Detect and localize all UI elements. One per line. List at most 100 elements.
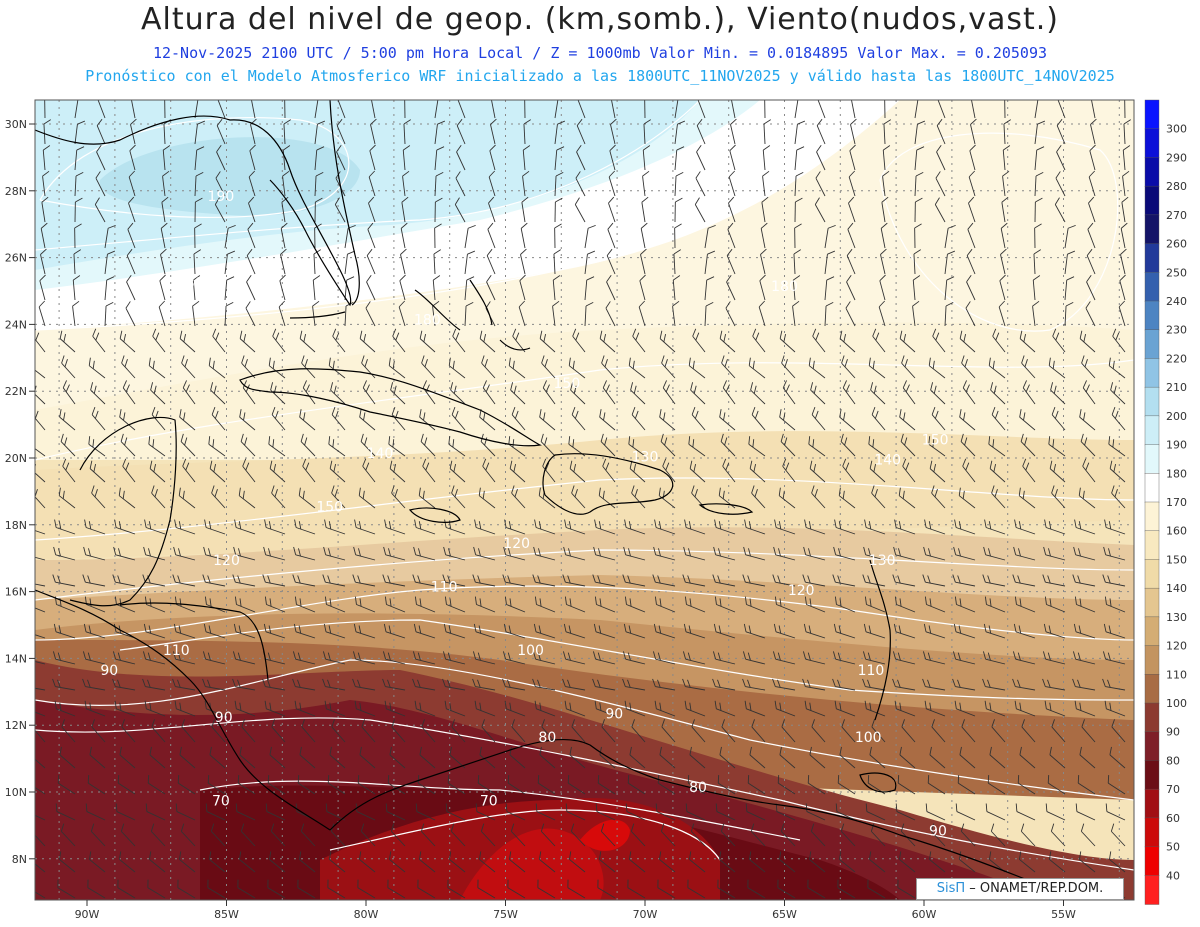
wind-barb xyxy=(368,196,376,223)
wind-barb xyxy=(59,746,76,769)
wind-barb xyxy=(850,118,857,145)
wind-barb xyxy=(952,678,976,691)
wind-barb xyxy=(1049,460,1066,483)
wind-barb xyxy=(35,365,46,379)
wind-barb xyxy=(294,519,316,535)
wind-barb xyxy=(358,487,376,509)
wind-barb xyxy=(450,823,466,847)
wind-barb xyxy=(456,118,466,145)
wind-barb xyxy=(894,596,916,613)
wind-barb xyxy=(599,330,616,353)
wind-barb xyxy=(884,100,886,119)
wind-barb xyxy=(74,197,83,223)
wind-barb xyxy=(924,519,946,535)
bahamas xyxy=(414,279,531,351)
wind-barb xyxy=(720,823,736,847)
wind-barb xyxy=(434,197,443,223)
wind-barb xyxy=(689,460,706,483)
lon-label: 90W xyxy=(75,908,100,921)
wind-barb xyxy=(144,700,166,717)
wind-barb xyxy=(864,519,886,535)
wind-barb xyxy=(777,775,796,795)
wind-barb xyxy=(1109,460,1126,483)
colorbar-label: 280 xyxy=(1166,180,1187,193)
wind-barb xyxy=(1104,700,1126,717)
wind-barb xyxy=(893,546,916,561)
wind-barb xyxy=(83,546,106,561)
wind-barb xyxy=(1090,118,1097,145)
wind-barb xyxy=(954,596,976,613)
wind-barb xyxy=(314,197,323,223)
wind-barb xyxy=(502,651,526,665)
wind-barb xyxy=(352,651,376,665)
wind-barb xyxy=(412,574,436,587)
wind-barb xyxy=(292,651,316,665)
wind-barb xyxy=(511,485,526,509)
lat-label: 18N xyxy=(5,519,27,532)
wind-barb xyxy=(419,330,436,353)
wind-barb xyxy=(74,120,86,145)
colorbar-label: 100 xyxy=(1166,697,1187,710)
wind-barb xyxy=(104,250,116,275)
wind-barb xyxy=(824,276,835,301)
wind-barb xyxy=(232,574,256,587)
wind-barb xyxy=(57,775,76,795)
wind-barb xyxy=(152,328,166,353)
wind-barb xyxy=(608,170,616,197)
wind-barb xyxy=(1111,485,1126,509)
wind-barb xyxy=(577,100,586,119)
wind-barb xyxy=(1051,485,1066,509)
lon-label: 80W xyxy=(354,908,379,921)
wind-barb xyxy=(714,519,736,535)
wind-barb xyxy=(694,197,706,223)
wind-barb xyxy=(362,380,376,405)
wind-barb xyxy=(147,879,166,899)
wind-barb xyxy=(792,275,801,301)
wind-barb xyxy=(759,274,766,301)
contour-value-label: 80 xyxy=(689,780,707,796)
wind-barb xyxy=(944,224,956,249)
wind-barb xyxy=(839,746,856,769)
wind-barb xyxy=(282,170,290,197)
wind-barb xyxy=(323,623,346,639)
wind-barb xyxy=(960,823,976,847)
wind-barb xyxy=(172,678,196,691)
wind-barb xyxy=(74,171,84,197)
wind-barb xyxy=(192,300,200,327)
colorbar-swatch xyxy=(1144,415,1160,446)
colorbar-swatch xyxy=(1144,559,1160,589)
wind-barb xyxy=(211,719,226,743)
wind-barb xyxy=(449,460,466,483)
wind-barb xyxy=(779,409,796,431)
wind-barb xyxy=(599,746,616,769)
wind-barb xyxy=(1107,775,1126,795)
wind-barb xyxy=(912,275,921,301)
wind-barb xyxy=(238,487,256,509)
wind-barb xyxy=(503,623,526,639)
wind-barb xyxy=(61,719,76,743)
wind-barb xyxy=(269,746,286,769)
wind-barb xyxy=(1014,519,1036,535)
wind-barb xyxy=(384,700,406,717)
wind-barb xyxy=(420,433,436,457)
wind-barb xyxy=(294,700,316,717)
wind-barb xyxy=(750,382,766,405)
wind-barb xyxy=(388,357,406,379)
wind-barb xyxy=(837,775,856,795)
wind-barb xyxy=(329,746,346,769)
wind-barb xyxy=(248,170,256,197)
colorbar-label: 40 xyxy=(1166,869,1180,882)
wind-barb xyxy=(336,145,346,171)
wind-barb xyxy=(674,120,686,145)
wind-barb xyxy=(988,357,1006,379)
wind-barb xyxy=(121,719,136,743)
wind-barb xyxy=(652,678,676,691)
wind-barb xyxy=(834,596,856,613)
wind-barb xyxy=(654,700,676,717)
wind-barb xyxy=(224,250,236,275)
wind-barb xyxy=(930,823,946,847)
contour-value-label: 90 xyxy=(605,707,623,723)
wind-barb xyxy=(1042,651,1066,665)
wind-barb xyxy=(811,406,826,431)
